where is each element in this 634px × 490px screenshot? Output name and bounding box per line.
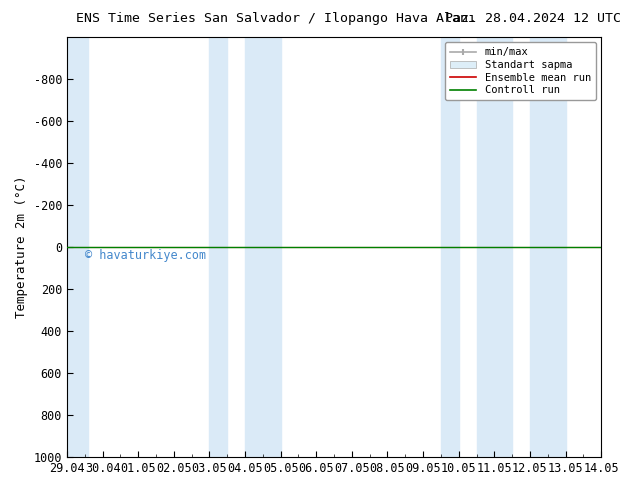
Text: Paz. 28.04.2024 12 UTC: Paz. 28.04.2024 12 UTC: [445, 12, 621, 25]
Bar: [67, 37, 88, 457]
Bar: [209, 37, 227, 457]
Bar: [477, 37, 512, 457]
Bar: [530, 37, 566, 457]
Text: ENS Time Series San Salvador / Ilopango Hava Alanı: ENS Time Series San Salvador / Ilopango …: [76, 12, 476, 25]
Legend: min/max, Standart sapma, Ensemble mean run, Controll run: min/max, Standart sapma, Ensemble mean r…: [445, 42, 596, 100]
Y-axis label: Temperature 2m (°C): Temperature 2m (°C): [15, 176, 28, 318]
Text: © havaturkiye.com: © havaturkiye.com: [85, 249, 206, 262]
Bar: [441, 37, 459, 457]
Bar: [245, 37, 281, 457]
